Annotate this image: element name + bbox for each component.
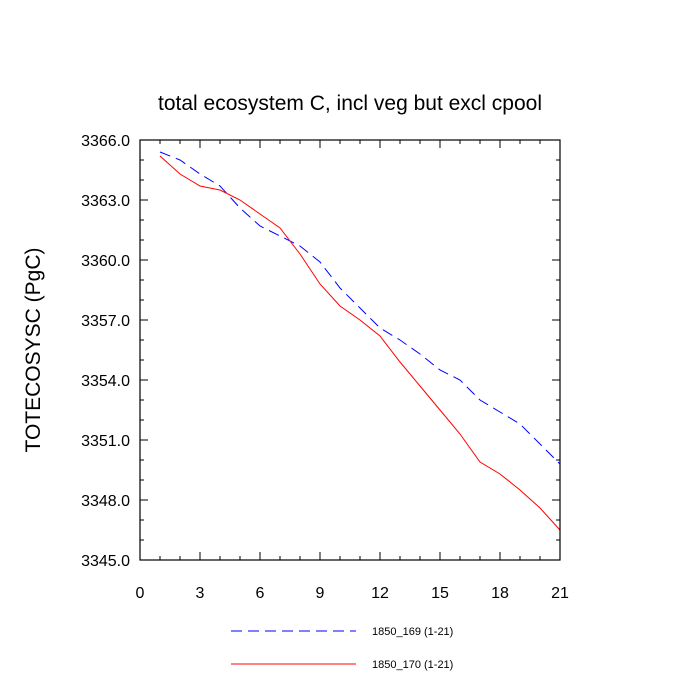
y-tick-labels: 3345.0 3348.0 3351.0 3354.0 3357.0 3360.0 3363… [81,133,130,570]
x-tick-label: 12 [371,585,389,602]
series-lines [159,151,561,531]
x-tick-label: 6 [256,585,265,602]
axis-ticks [139,139,561,561]
y-tick-label: 3363.0 [81,193,130,210]
y-tick-label: 3351.0 [81,433,130,450]
y-axis-label: TOTECOSYSC (PgC) [22,248,45,453]
x-tick-label: 9 [316,585,325,602]
x-tick-label: 15 [431,585,449,602]
legend-label-2: 1850_170 (1-21) [372,659,453,671]
y-tick-label: 3366.0 [81,133,130,150]
x-tick-label: 18 [491,585,509,602]
x-tick-label: 21 [551,585,569,602]
legend-label-1: 1850_169 (1-21) [372,626,453,638]
y-tick-label: 3348.0 [81,493,130,510]
series-line-2 [159,155,561,531]
series-line-1 [159,151,561,465]
legend: 1850_169 (1-21) 1850_170 (1-21) [231,626,453,671]
chart-title: total ecosystem C, incl veg but excl cpo… [158,92,542,115]
y-tick-label: 3357.0 [81,313,130,330]
y-tick-label: 3360.0 [81,253,130,270]
x-tick-labels: 0 3 6 9 12 15 18 21 [136,585,569,602]
y-tick-label: 3345.0 [81,553,130,570]
x-tick-label: 0 [136,585,145,602]
x-tick-label: 3 [196,585,205,602]
y-tick-label: 3354.0 [81,373,130,390]
plot-frame [139,139,561,561]
